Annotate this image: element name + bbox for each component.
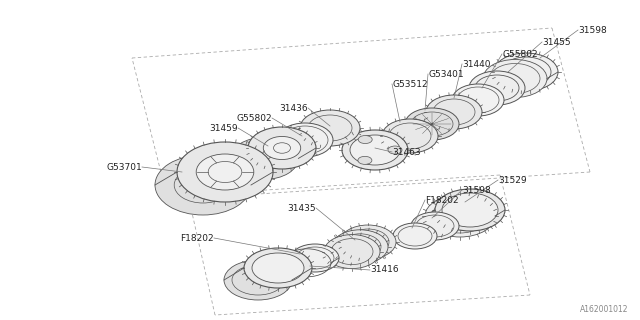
Text: A162001012: A162001012: [579, 305, 628, 314]
Ellipse shape: [483, 60, 547, 98]
Ellipse shape: [494, 53, 558, 91]
Ellipse shape: [426, 95, 482, 129]
Ellipse shape: [350, 135, 400, 165]
Text: G53512: G53512: [392, 79, 428, 89]
Ellipse shape: [405, 108, 459, 140]
Ellipse shape: [244, 248, 312, 288]
Text: G55802: G55802: [236, 114, 272, 123]
Ellipse shape: [358, 136, 372, 144]
Text: 31435: 31435: [287, 204, 316, 212]
Text: 31463: 31463: [392, 148, 420, 156]
Text: 31436: 31436: [280, 103, 308, 113]
Ellipse shape: [342, 130, 408, 170]
Text: 31440: 31440: [462, 60, 490, 68]
Ellipse shape: [263, 136, 301, 160]
Ellipse shape: [469, 71, 525, 105]
Text: G53401: G53401: [428, 69, 463, 78]
Text: 31455: 31455: [542, 37, 571, 46]
Ellipse shape: [291, 244, 339, 272]
Text: 31416: 31416: [370, 266, 399, 275]
Ellipse shape: [324, 235, 380, 268]
Ellipse shape: [388, 146, 402, 154]
Ellipse shape: [382, 119, 438, 153]
Text: F18202: F18202: [180, 234, 214, 243]
Ellipse shape: [155, 155, 251, 215]
Ellipse shape: [230, 137, 298, 180]
Text: G53701: G53701: [106, 163, 142, 172]
Ellipse shape: [224, 260, 292, 300]
Ellipse shape: [435, 189, 505, 231]
Ellipse shape: [358, 156, 372, 164]
Ellipse shape: [442, 193, 498, 227]
Text: 31598: 31598: [462, 186, 491, 195]
Ellipse shape: [300, 110, 360, 146]
Text: 31459: 31459: [209, 124, 238, 132]
Ellipse shape: [277, 123, 333, 157]
Ellipse shape: [340, 225, 396, 259]
Ellipse shape: [248, 127, 316, 169]
Ellipse shape: [332, 230, 388, 264]
Text: F18202: F18202: [425, 196, 459, 204]
Ellipse shape: [252, 253, 304, 283]
Ellipse shape: [393, 223, 437, 249]
Text: G55802: G55802: [502, 50, 538, 59]
Ellipse shape: [246, 147, 283, 170]
Text: 31598: 31598: [578, 26, 607, 35]
Ellipse shape: [177, 142, 273, 202]
Ellipse shape: [196, 154, 254, 190]
Text: 31529: 31529: [498, 175, 527, 185]
Ellipse shape: [425, 195, 495, 237]
Ellipse shape: [411, 212, 459, 240]
Ellipse shape: [452, 84, 504, 116]
